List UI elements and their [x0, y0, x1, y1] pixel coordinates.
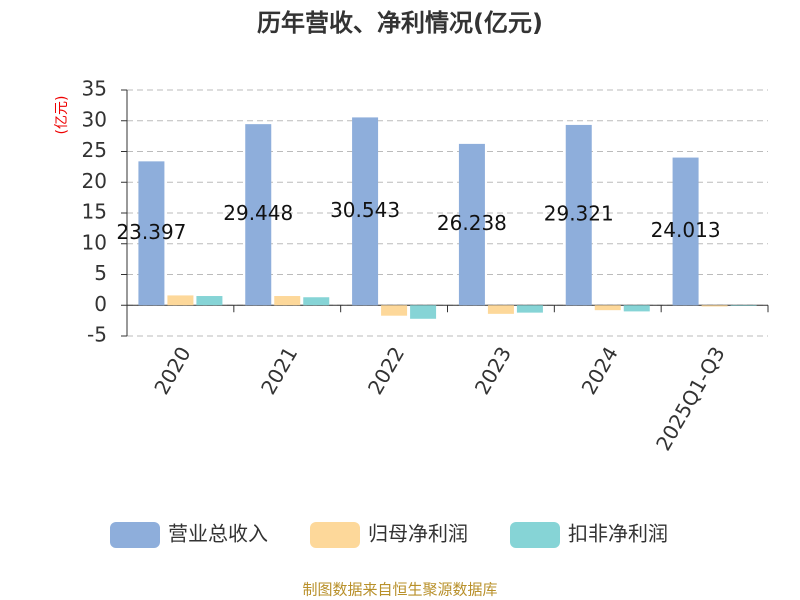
y-tick-label: 5: [94, 261, 107, 285]
y-tick-label: 20: [82, 169, 107, 193]
y-tick-label: 25: [82, 138, 107, 162]
y-tick-label: 30: [82, 107, 107, 131]
legend-label: 扣非净利润: [568, 522, 668, 546]
bar: [196, 296, 223, 306]
x-tick-label: 2020: [149, 343, 195, 399]
bar: [594, 305, 621, 311]
bar: [245, 124, 272, 306]
legend-swatch: [110, 522, 160, 548]
bar: [487, 305, 514, 314]
y-tick-label: 10: [82, 230, 107, 254]
legend-label: 归母净利润: [368, 522, 468, 546]
x-tick-label: 2023: [470, 343, 516, 399]
bar: [381, 305, 408, 316]
chart-title: 历年营收、净利情况(亿元): [257, 9, 543, 37]
value-label: 29.321: [544, 202, 614, 226]
x-tick-label: 2022: [363, 343, 409, 399]
bar: [730, 305, 757, 306]
y-tick-label: 0: [94, 292, 107, 316]
bar: [565, 124, 592, 306]
y-axis-label: (亿元): [54, 96, 70, 135]
value-label: 30.543: [330, 198, 400, 222]
legend-swatch: [510, 522, 560, 548]
value-label: 29.448: [223, 201, 293, 225]
x-tick-label: 2025Q1-Q3: [651, 343, 730, 455]
legend-swatch: [310, 522, 360, 548]
bar: [352, 117, 379, 306]
value-label: 26.238: [437, 211, 507, 235]
bar: [410, 305, 437, 319]
bar: [274, 296, 301, 306]
bar: [672, 157, 699, 306]
source-note: 制图数据来自恒生聚源数据库: [302, 581, 497, 599]
legend-label: 营业总收入: [168, 522, 268, 546]
x-tick-label: 2024: [577, 343, 623, 399]
value-label: 24.013: [651, 218, 721, 242]
x-tick-label: 2021: [256, 343, 302, 399]
bar: [623, 305, 650, 312]
bar: [458, 143, 485, 306]
y-tick-label: -5: [87, 323, 107, 347]
bar: [167, 295, 194, 306]
bar: [138, 161, 165, 306]
bar: [303, 297, 330, 306]
bar: [701, 305, 728, 307]
value-label: 23.397: [116, 220, 186, 244]
bar: [516, 305, 543, 313]
y-tick-label: 15: [82, 200, 107, 224]
y-tick-label: 35: [82, 77, 107, 101]
